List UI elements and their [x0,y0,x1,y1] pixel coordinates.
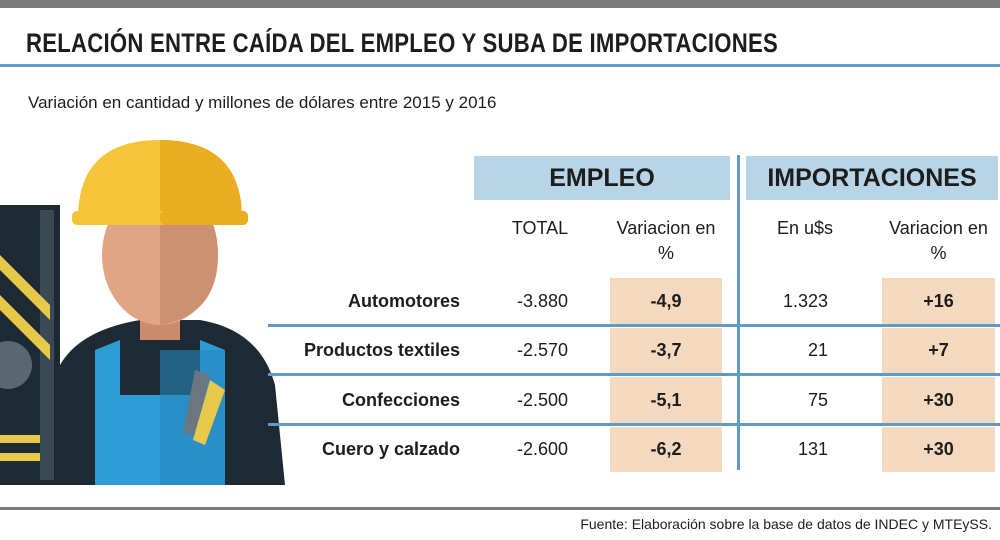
highlight-cell [882,278,995,324]
title: RELACIÓN ENTRE CAÍDA DEL EMPLEO Y SUBA D… [26,28,779,58]
cell-variation: -6,2 [650,439,682,460]
highlight-cell [610,377,722,423]
highlight-cell [610,426,722,472]
cell-imports: 75 [807,389,828,410]
cell-imports: 1.323 [782,290,828,311]
highlight-cell [882,426,995,472]
title-rule [0,64,1000,67]
subtitle: Variación en cantidad y millones de dóla… [28,93,497,112]
highlight-cell [882,377,995,423]
cell-total: -2.500 [516,389,568,410]
row-rule [268,373,1000,376]
cell-total: -3.880 [516,290,568,311]
highlight-cell [610,278,722,324]
cell-imports: 131 [797,439,828,460]
column-header: En u$s [776,218,834,238]
row-label: Productos textiles [303,340,460,361]
cell-total: -2.600 [516,439,568,460]
row-label: Automotores [348,290,460,311]
bottom-rule [0,507,1000,510]
cell-imports: 21 [807,340,828,361]
highlight-cell [882,327,995,373]
row-label: Cuero y calzado [321,439,460,460]
group-header: EMPLEO [474,156,730,200]
group-header: IMPORTACIONES [746,156,998,200]
cell-total: -2.570 [516,340,568,361]
cell-variation: +30 [923,439,954,460]
column-header: Variacion en % [889,218,988,263]
cell-variation: +30 [923,389,954,410]
source: Fuente: Elaboración sobre la base de dat… [580,516,992,532]
row-label: Confecciones [341,389,460,410]
cell-variation: -4,9 [650,290,682,311]
row-rule [268,323,1000,327]
highlight-cell [610,327,722,373]
cell-variation: -5,1 [650,389,682,410]
cell-variation: +7 [928,340,949,361]
row-rule [268,422,1000,426]
cell-variation: -3,7 [650,340,682,361]
worker-illustration [0,140,285,485]
column-header: TOTAL [511,218,569,238]
column-divider [737,155,740,470]
cell-variation: +16 [923,290,954,311]
top-bar [0,0,1000,8]
column-header: Variacion en % [616,218,716,263]
